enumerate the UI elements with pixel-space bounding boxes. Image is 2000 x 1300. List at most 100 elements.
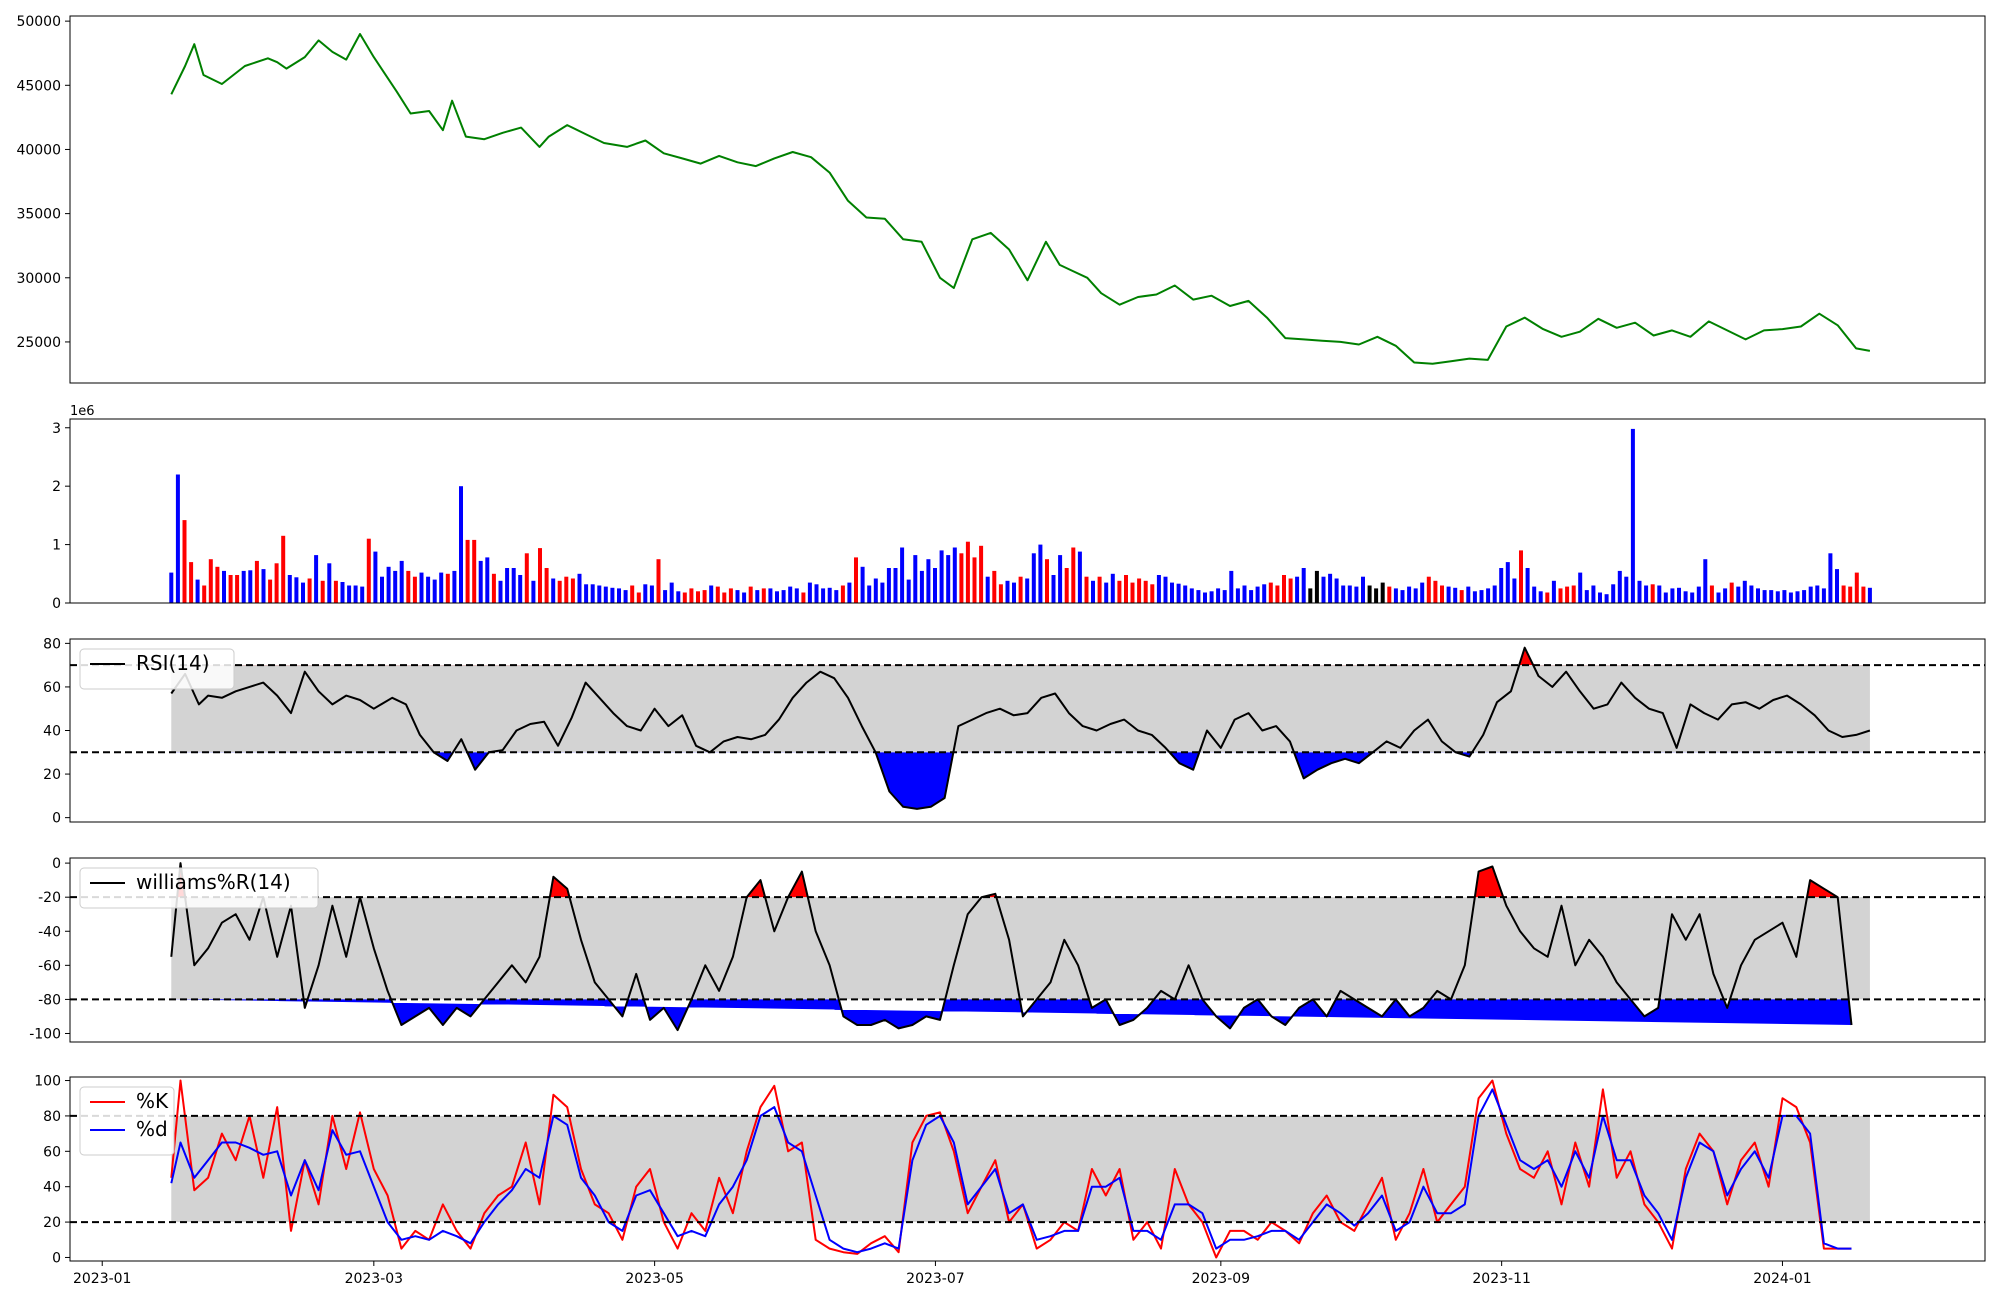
- volume-bar: [1374, 588, 1379, 603]
- volume-bar: [663, 590, 668, 603]
- volume-bar: [998, 584, 1003, 603]
- volume-bar: [682, 592, 687, 603]
- volume-bar: [1084, 576, 1089, 603]
- volume-bar: [399, 560, 404, 603]
- volume-bar: [1156, 575, 1161, 603]
- y-tick-label: 80: [43, 636, 61, 652]
- volume-bar: [373, 551, 378, 603]
- volume-bar: [1538, 591, 1543, 603]
- volume-bar: [1802, 590, 1807, 603]
- volume-bar: [1328, 573, 1333, 603]
- volume-bar: [1723, 588, 1728, 603]
- volume-bar: [715, 586, 720, 603]
- volume-bar: [222, 570, 226, 603]
- volume-bar: [1222, 590, 1227, 603]
- plot-frame: [69, 15, 1986, 384]
- volume-bar: [1077, 551, 1082, 603]
- volume-bar: [1321, 576, 1326, 603]
- volume-bar: [1762, 590, 1767, 603]
- volume-bar: [1420, 582, 1425, 603]
- y-tick-label: 50000: [16, 14, 61, 30]
- volume-bar: [873, 578, 878, 603]
- volume-bar: [1472, 591, 1477, 603]
- volume-bar: [1038, 544, 1043, 603]
- volume-bar: [952, 547, 957, 603]
- volume-bar: [1644, 585, 1649, 603]
- volume-bar: [1189, 588, 1194, 603]
- y-tick-label: 80: [43, 1109, 61, 1125]
- legend-box: [79, 648, 235, 690]
- volume-bar: [1624, 576, 1629, 603]
- volume-bar: [1124, 575, 1128, 603]
- x-tick-label: 2023-07: [906, 1271, 965, 1287]
- volume-bar: [1848, 586, 1853, 603]
- volume-bar: [1637, 580, 1642, 603]
- volume-panel: 0 1 2 3: [52, 418, 1986, 612]
- volume-bar: [775, 591, 779, 603]
- volume-bar: [1130, 582, 1135, 603]
- volume-bar: [1499, 568, 1504, 603]
- volume-bar: [1216, 588, 1221, 603]
- volume-bar: [320, 580, 325, 603]
- volume-bar: [1782, 590, 1787, 603]
- volume-bar: [906, 579, 911, 603]
- volume-bar: [1308, 588, 1313, 603]
- volume-bar: [801, 592, 806, 603]
- volume-bar: [1249, 590, 1254, 603]
- volume-bar: [1598, 592, 1602, 603]
- volume-bar: [1209, 591, 1214, 603]
- volume-bar: [465, 539, 470, 603]
- volume-bar: [913, 555, 918, 603]
- volume-bar: [788, 586, 793, 603]
- volume-bar: [215, 566, 220, 603]
- volume-bar: [768, 588, 773, 603]
- volume-bar: [1591, 585, 1596, 603]
- volume-bar: [1163, 576, 1168, 603]
- volume-bar: [794, 588, 799, 603]
- volume-bar: [1670, 588, 1675, 603]
- volume-bar: [208, 559, 213, 603]
- volume-bar: [1736, 586, 1741, 603]
- volume-bar: [1110, 573, 1115, 603]
- volume-bar: [689, 588, 694, 603]
- volume-bar: [603, 586, 608, 603]
- volume-bar: [1861, 586, 1866, 603]
- volume-bar: [327, 563, 332, 603]
- volume-bar: [979, 545, 984, 603]
- y-tick-label: 0: [52, 1250, 61, 1266]
- volume-bar: [1393, 588, 1398, 603]
- volume-bar: [1486, 588, 1491, 603]
- volume-bar: [748, 586, 753, 603]
- volume-bar: [1828, 553, 1833, 603]
- volume-bar: [1150, 584, 1155, 603]
- volume-bar: [900, 547, 905, 603]
- volume-bar: [228, 575, 233, 603]
- williams-r-panel: 0 -20 -40 -60 -80 -100 williams%R(14): [29, 856, 1986, 1043]
- volume-bar: [1282, 575, 1286, 603]
- volume-bar: [1690, 592, 1695, 603]
- volume-bar: [1565, 586, 1570, 603]
- legend-label: %d: [136, 1117, 168, 1141]
- volume-bar: [860, 566, 865, 603]
- y-tick-label: 2: [52, 479, 61, 495]
- volume-bar: [412, 576, 417, 603]
- volume-bar: [1018, 576, 1023, 603]
- volume-bar: [781, 590, 786, 603]
- volume-bar: [584, 584, 589, 603]
- volume-bar: [919, 570, 924, 603]
- volume-bar: [1117, 580, 1122, 603]
- volume-bar: [452, 570, 457, 603]
- volume-bar: [1288, 578, 1293, 603]
- volume-bar: [807, 582, 812, 603]
- plot-frame: [69, 418, 1986, 604]
- volume-bar: [880, 582, 885, 603]
- volume-bar: [1519, 550, 1523, 603]
- volume-bar: [1821, 588, 1826, 603]
- volume-bar: [617, 588, 621, 603]
- series-d-line: [170, 1088, 1852, 1254]
- volume-bar: [709, 585, 714, 603]
- volume-bar: [965, 541, 970, 603]
- volume-bar: [1663, 592, 1668, 603]
- volume-bar: [840, 585, 845, 603]
